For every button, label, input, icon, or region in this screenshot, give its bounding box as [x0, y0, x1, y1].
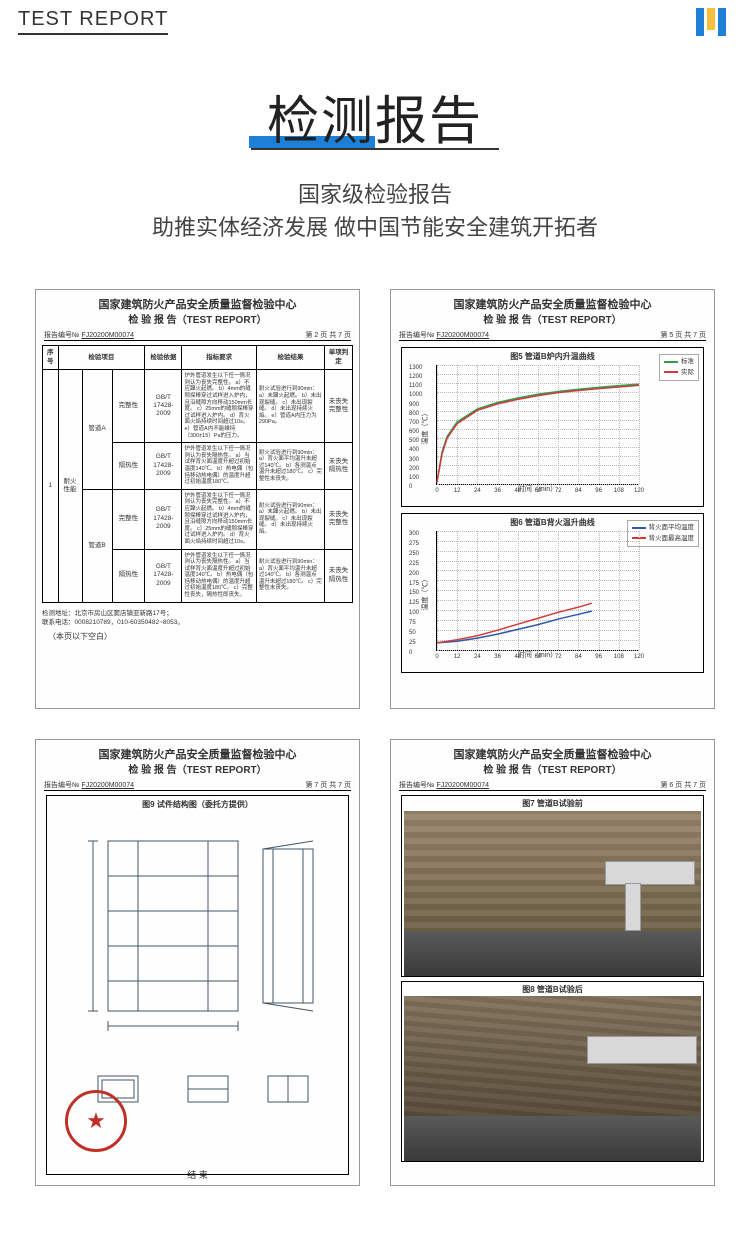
chart-2-ylabel: 温度（℃） — [421, 576, 430, 611]
ref-num: FJ20200M00074 — [436, 332, 489, 339]
photo-2 — [404, 996, 701, 1161]
corner-bars-icon — [696, 8, 732, 44]
ref-prefix: 报告编号№ — [44, 332, 80, 339]
subtitle-line-2: 助推实体经济发展 做中国节能安全建筑开拓者 — [0, 211, 750, 244]
structure-diagram — [68, 821, 328, 1051]
header-label: TEST REPORT — [18, 8, 168, 35]
report-org: 国家建筑防火产品安全质量监督检验中心 — [42, 748, 353, 762]
title-underline — [251, 148, 499, 150]
page-indicator: 第 2 页 共 7 页 — [305, 331, 351, 340]
ref-num: FJ20200M00074 — [436, 782, 489, 789]
official-stamp-icon — [65, 1090, 127, 1152]
header-bar: TEST REPORT — [0, 0, 750, 44]
report-org: 国家建筑防火产品安全质量监督检验中心 — [397, 748, 708, 762]
report-org: 国家建筑防火产品安全质量监督检验中心 — [42, 298, 353, 312]
subtitle: 国家级检验报告 助推实体经济发展 做中国节能安全建筑开拓者 — [0, 178, 750, 244]
page-indicator: 第 7 页 共 7 页 — [305, 781, 351, 790]
page-indicator: 第 5 页 共 7 页 — [660, 331, 706, 340]
title-block: 检测报告 国家级检验报告 助推实体经济发展 做中国节能安全建筑开拓者 — [0, 79, 750, 244]
chart-2-canvas: 0255075100125150175200225250275300012243… — [436, 531, 639, 651]
report-title: 检 验 报 告（TEST REPORT） — [397, 764, 708, 777]
photo-2-frame: 图8 管道B试验后 — [401, 981, 704, 1162]
report-card-photos: 国家建筑防火产品安全质量监督检验中心 检 验 报 告（TEST REPORT） … — [390, 739, 715, 1186]
photo-2-caption: 图8 管道B试验后 — [404, 984, 701, 996]
subtitle-line-1: 国家级检验报告 — [0, 178, 750, 211]
report-title: 检 验 报 告（TEST REPORT） — [397, 314, 708, 327]
tel-value: 0008210789，010-60350482~8053。 — [75, 619, 184, 626]
report-card-diagram: 国家建筑防火产品安全质量监督检验中心 检 验 报 告（TEST REPORT） … — [35, 739, 360, 1186]
chart-2: 图6 管道B背火温升曲线 背火面平均温度背火面最高温度 温度（℃） 025507… — [401, 513, 704, 673]
diagram-box: 图9 试件结构图（委托方提供） — [46, 795, 349, 1175]
photo-1 — [404, 811, 701, 976]
results-table: 序号检验项目检验依据指标要求检验结果单项判定 1耐火 性能管道A完整性GB/T … — [42, 345, 353, 602]
ref-num: FJ20200M00074 — [81, 782, 134, 789]
page-indicator: 第 6 页 共 7 页 — [660, 781, 706, 790]
addr-value: 北京市房山区窦店镇亚新路17号； — [75, 610, 173, 617]
diagram-footer: 结 束 — [36, 1170, 359, 1182]
ref-num: FJ20200M00074 — [81, 332, 134, 339]
tel-label: 联系电话： — [42, 619, 75, 626]
ref-prefix: 报告编号№ — [399, 332, 435, 339]
report-org: 国家建筑防火产品安全质量监督检验中心 — [397, 298, 708, 312]
chart-1-legend: 标准实际 — [659, 354, 699, 381]
addr-label: 检测地址： — [42, 610, 75, 617]
footer-notes: 检测地址：北京市房山区窦店镇亚新路17号； 联系电话：0008210789，01… — [42, 609, 353, 629]
reports-grid: 国家建筑防火产品安全质量监督检验中心 检 验 报 告（TEST REPORT） … — [0, 244, 750, 1206]
photo-1-frame: 图7 管道B试验前 — [401, 795, 704, 976]
chart-1-title: 图5 管道B炉内升温曲线 — [406, 352, 699, 362]
report-title: 检 验 报 告（TEST REPORT） — [42, 764, 353, 777]
chart-1-canvas: 0100200300400500600700800900100011001200… — [436, 365, 639, 485]
report-card-charts: 国家建筑防火产品安全质量监督检验中心 检 验 报 告（TEST REPORT） … — [390, 289, 715, 709]
photo-1-caption: 图7 管道B试验前 — [404, 798, 701, 810]
chart-1-ylabel: 温度（℃） — [421, 410, 430, 445]
ref-prefix: 报告编号№ — [399, 782, 435, 789]
blank-below: （本页以下空白） — [48, 632, 353, 642]
diagram-title: 图9 试件结构图（委托方提供） — [51, 800, 344, 810]
report-title: 检 验 报 告（TEST REPORT） — [42, 314, 353, 327]
main-title: 检测报告 — [261, 79, 489, 154]
ref-prefix: 报告编号№ — [44, 782, 80, 789]
chart-1: 图5 管道B炉内升温曲线 标准实际 温度（℃） 0100200300400500… — [401, 347, 704, 507]
report-card-table: 国家建筑防火产品安全质量监督检验中心 检 验 报 告（TEST REPORT） … — [35, 289, 360, 709]
